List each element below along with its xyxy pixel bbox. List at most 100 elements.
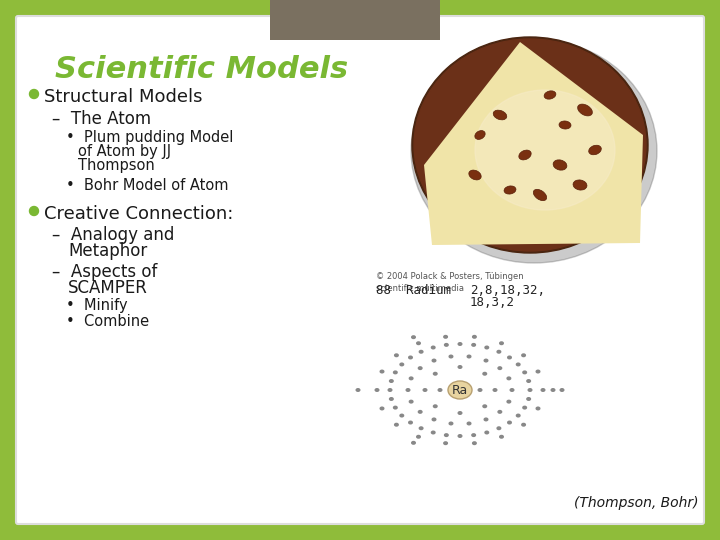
- Ellipse shape: [449, 355, 454, 359]
- Ellipse shape: [393, 370, 398, 374]
- Ellipse shape: [573, 180, 587, 190]
- Ellipse shape: [496, 350, 501, 354]
- Ellipse shape: [528, 388, 533, 392]
- Ellipse shape: [471, 343, 476, 347]
- Ellipse shape: [400, 362, 405, 367]
- Text: 88  Radium: 88 Radium: [376, 284, 451, 297]
- Ellipse shape: [516, 414, 521, 417]
- Ellipse shape: [536, 369, 541, 374]
- Ellipse shape: [551, 388, 556, 392]
- Ellipse shape: [431, 359, 436, 362]
- Ellipse shape: [469, 170, 481, 180]
- Ellipse shape: [559, 121, 571, 129]
- Ellipse shape: [457, 342, 462, 346]
- Ellipse shape: [411, 335, 416, 339]
- Ellipse shape: [356, 388, 361, 392]
- Ellipse shape: [472, 335, 477, 339]
- Ellipse shape: [467, 422, 472, 426]
- Ellipse shape: [411, 39, 657, 263]
- Ellipse shape: [482, 404, 487, 408]
- Ellipse shape: [457, 411, 462, 415]
- Ellipse shape: [536, 407, 541, 410]
- Ellipse shape: [499, 435, 504, 439]
- Ellipse shape: [379, 407, 384, 410]
- Ellipse shape: [443, 441, 448, 445]
- Ellipse shape: [374, 388, 379, 392]
- Ellipse shape: [484, 359, 488, 362]
- Ellipse shape: [521, 423, 526, 427]
- Text: Scientific Models: Scientific Models: [55, 55, 348, 84]
- Ellipse shape: [431, 430, 436, 435]
- Ellipse shape: [389, 397, 394, 401]
- Ellipse shape: [589, 145, 601, 155]
- Circle shape: [30, 206, 38, 215]
- Ellipse shape: [394, 353, 399, 357]
- Ellipse shape: [411, 441, 416, 445]
- Ellipse shape: [409, 400, 413, 403]
- Ellipse shape: [457, 365, 462, 369]
- Ellipse shape: [521, 353, 526, 357]
- Ellipse shape: [418, 426, 423, 430]
- Ellipse shape: [433, 372, 438, 376]
- Ellipse shape: [507, 421, 512, 424]
- Ellipse shape: [544, 91, 556, 99]
- Ellipse shape: [493, 110, 507, 120]
- Ellipse shape: [499, 341, 504, 345]
- Ellipse shape: [484, 417, 488, 421]
- Text: SCAMPER: SCAMPER: [68, 279, 148, 297]
- Bar: [270, 0, 440, 40]
- Text: Metaphor: Metaphor: [68, 242, 148, 260]
- Ellipse shape: [504, 186, 516, 194]
- Text: Structural Models: Structural Models: [44, 88, 202, 106]
- Ellipse shape: [474, 131, 485, 139]
- Ellipse shape: [534, 190, 546, 201]
- Ellipse shape: [393, 406, 398, 410]
- Ellipse shape: [485, 346, 490, 349]
- Ellipse shape: [457, 434, 462, 438]
- Ellipse shape: [444, 433, 449, 437]
- Text: 2,8,18,32,: 2,8,18,32,: [470, 284, 545, 297]
- Ellipse shape: [492, 388, 498, 392]
- Text: (Thompson, Bohr): (Thompson, Bohr): [574, 496, 698, 510]
- Text: –  Aspects of: – Aspects of: [52, 263, 158, 281]
- Ellipse shape: [448, 381, 472, 399]
- Ellipse shape: [522, 370, 527, 374]
- Circle shape: [30, 90, 38, 98]
- FancyBboxPatch shape: [16, 16, 704, 524]
- Ellipse shape: [507, 355, 512, 360]
- Ellipse shape: [522, 406, 527, 410]
- Text: of Atom by JJ: of Atom by JJ: [78, 144, 171, 159]
- Ellipse shape: [405, 388, 410, 392]
- Ellipse shape: [519, 150, 531, 160]
- Ellipse shape: [418, 410, 423, 414]
- Ellipse shape: [577, 104, 593, 116]
- Ellipse shape: [412, 37, 648, 253]
- Ellipse shape: [438, 388, 443, 392]
- Ellipse shape: [400, 414, 405, 417]
- Text: Creative Connection:: Creative Connection:: [44, 205, 233, 223]
- Ellipse shape: [433, 404, 438, 408]
- Ellipse shape: [418, 366, 423, 370]
- Ellipse shape: [443, 335, 448, 339]
- Ellipse shape: [496, 426, 501, 430]
- Ellipse shape: [431, 417, 436, 421]
- Ellipse shape: [394, 423, 399, 427]
- Text: –  Analogy and: – Analogy and: [52, 226, 174, 244]
- Ellipse shape: [506, 400, 511, 403]
- Ellipse shape: [414, 39, 646, 251]
- Ellipse shape: [418, 350, 423, 354]
- Ellipse shape: [485, 430, 490, 435]
- Ellipse shape: [416, 341, 421, 345]
- Text: –  The Atom: – The Atom: [52, 110, 151, 128]
- Ellipse shape: [541, 388, 546, 392]
- Text: •  Minify: • Minify: [66, 298, 127, 313]
- Polygon shape: [424, 42, 643, 245]
- Ellipse shape: [477, 388, 482, 392]
- Ellipse shape: [379, 369, 384, 374]
- Ellipse shape: [449, 422, 454, 426]
- Ellipse shape: [475, 90, 615, 210]
- Ellipse shape: [408, 421, 413, 424]
- Ellipse shape: [498, 410, 503, 414]
- Ellipse shape: [409, 376, 413, 380]
- Ellipse shape: [482, 372, 487, 376]
